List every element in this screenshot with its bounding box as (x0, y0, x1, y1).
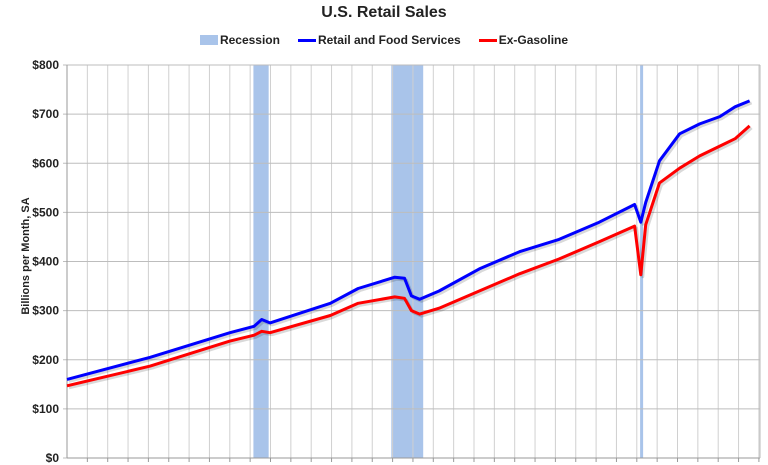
recession-swatch-icon (199, 35, 218, 45)
chart-title: U.S. Retail Sales (321, 4, 447, 21)
blue-line-swatch-icon (297, 38, 316, 42)
y-tick-label: $800 (32, 58, 59, 72)
ex-gasoline-series-line (66, 124, 751, 388)
legend-label: Recession (219, 33, 280, 47)
legend-item-ex-gasoline: Ex-Gasoline (478, 33, 569, 47)
red-line-swatch-icon (478, 38, 497, 42)
legend-item-retail: Retail and Food Services (297, 33, 461, 47)
y-tick-label: $300 (32, 304, 59, 318)
y-tick-label: $500 (32, 205, 59, 219)
legend-label: Retail and Food Services (317, 33, 461, 47)
y-tick-label: $200 (32, 353, 59, 367)
y-tick-label: $100 (32, 402, 59, 416)
legend-label: Ex-Gasoline (498, 33, 569, 47)
legend-item-recession: Recession (199, 33, 280, 47)
y-tick-label: $600 (32, 156, 59, 170)
y-tick-label: $700 (32, 107, 59, 121)
retail-food-services-series-line (66, 99, 751, 381)
legend: Recession Retail and Food Services Ex-Ga… (0, 33, 768, 47)
y-tick-label: $400 (32, 255, 59, 269)
y-tick-label: $0 (46, 451, 60, 465)
